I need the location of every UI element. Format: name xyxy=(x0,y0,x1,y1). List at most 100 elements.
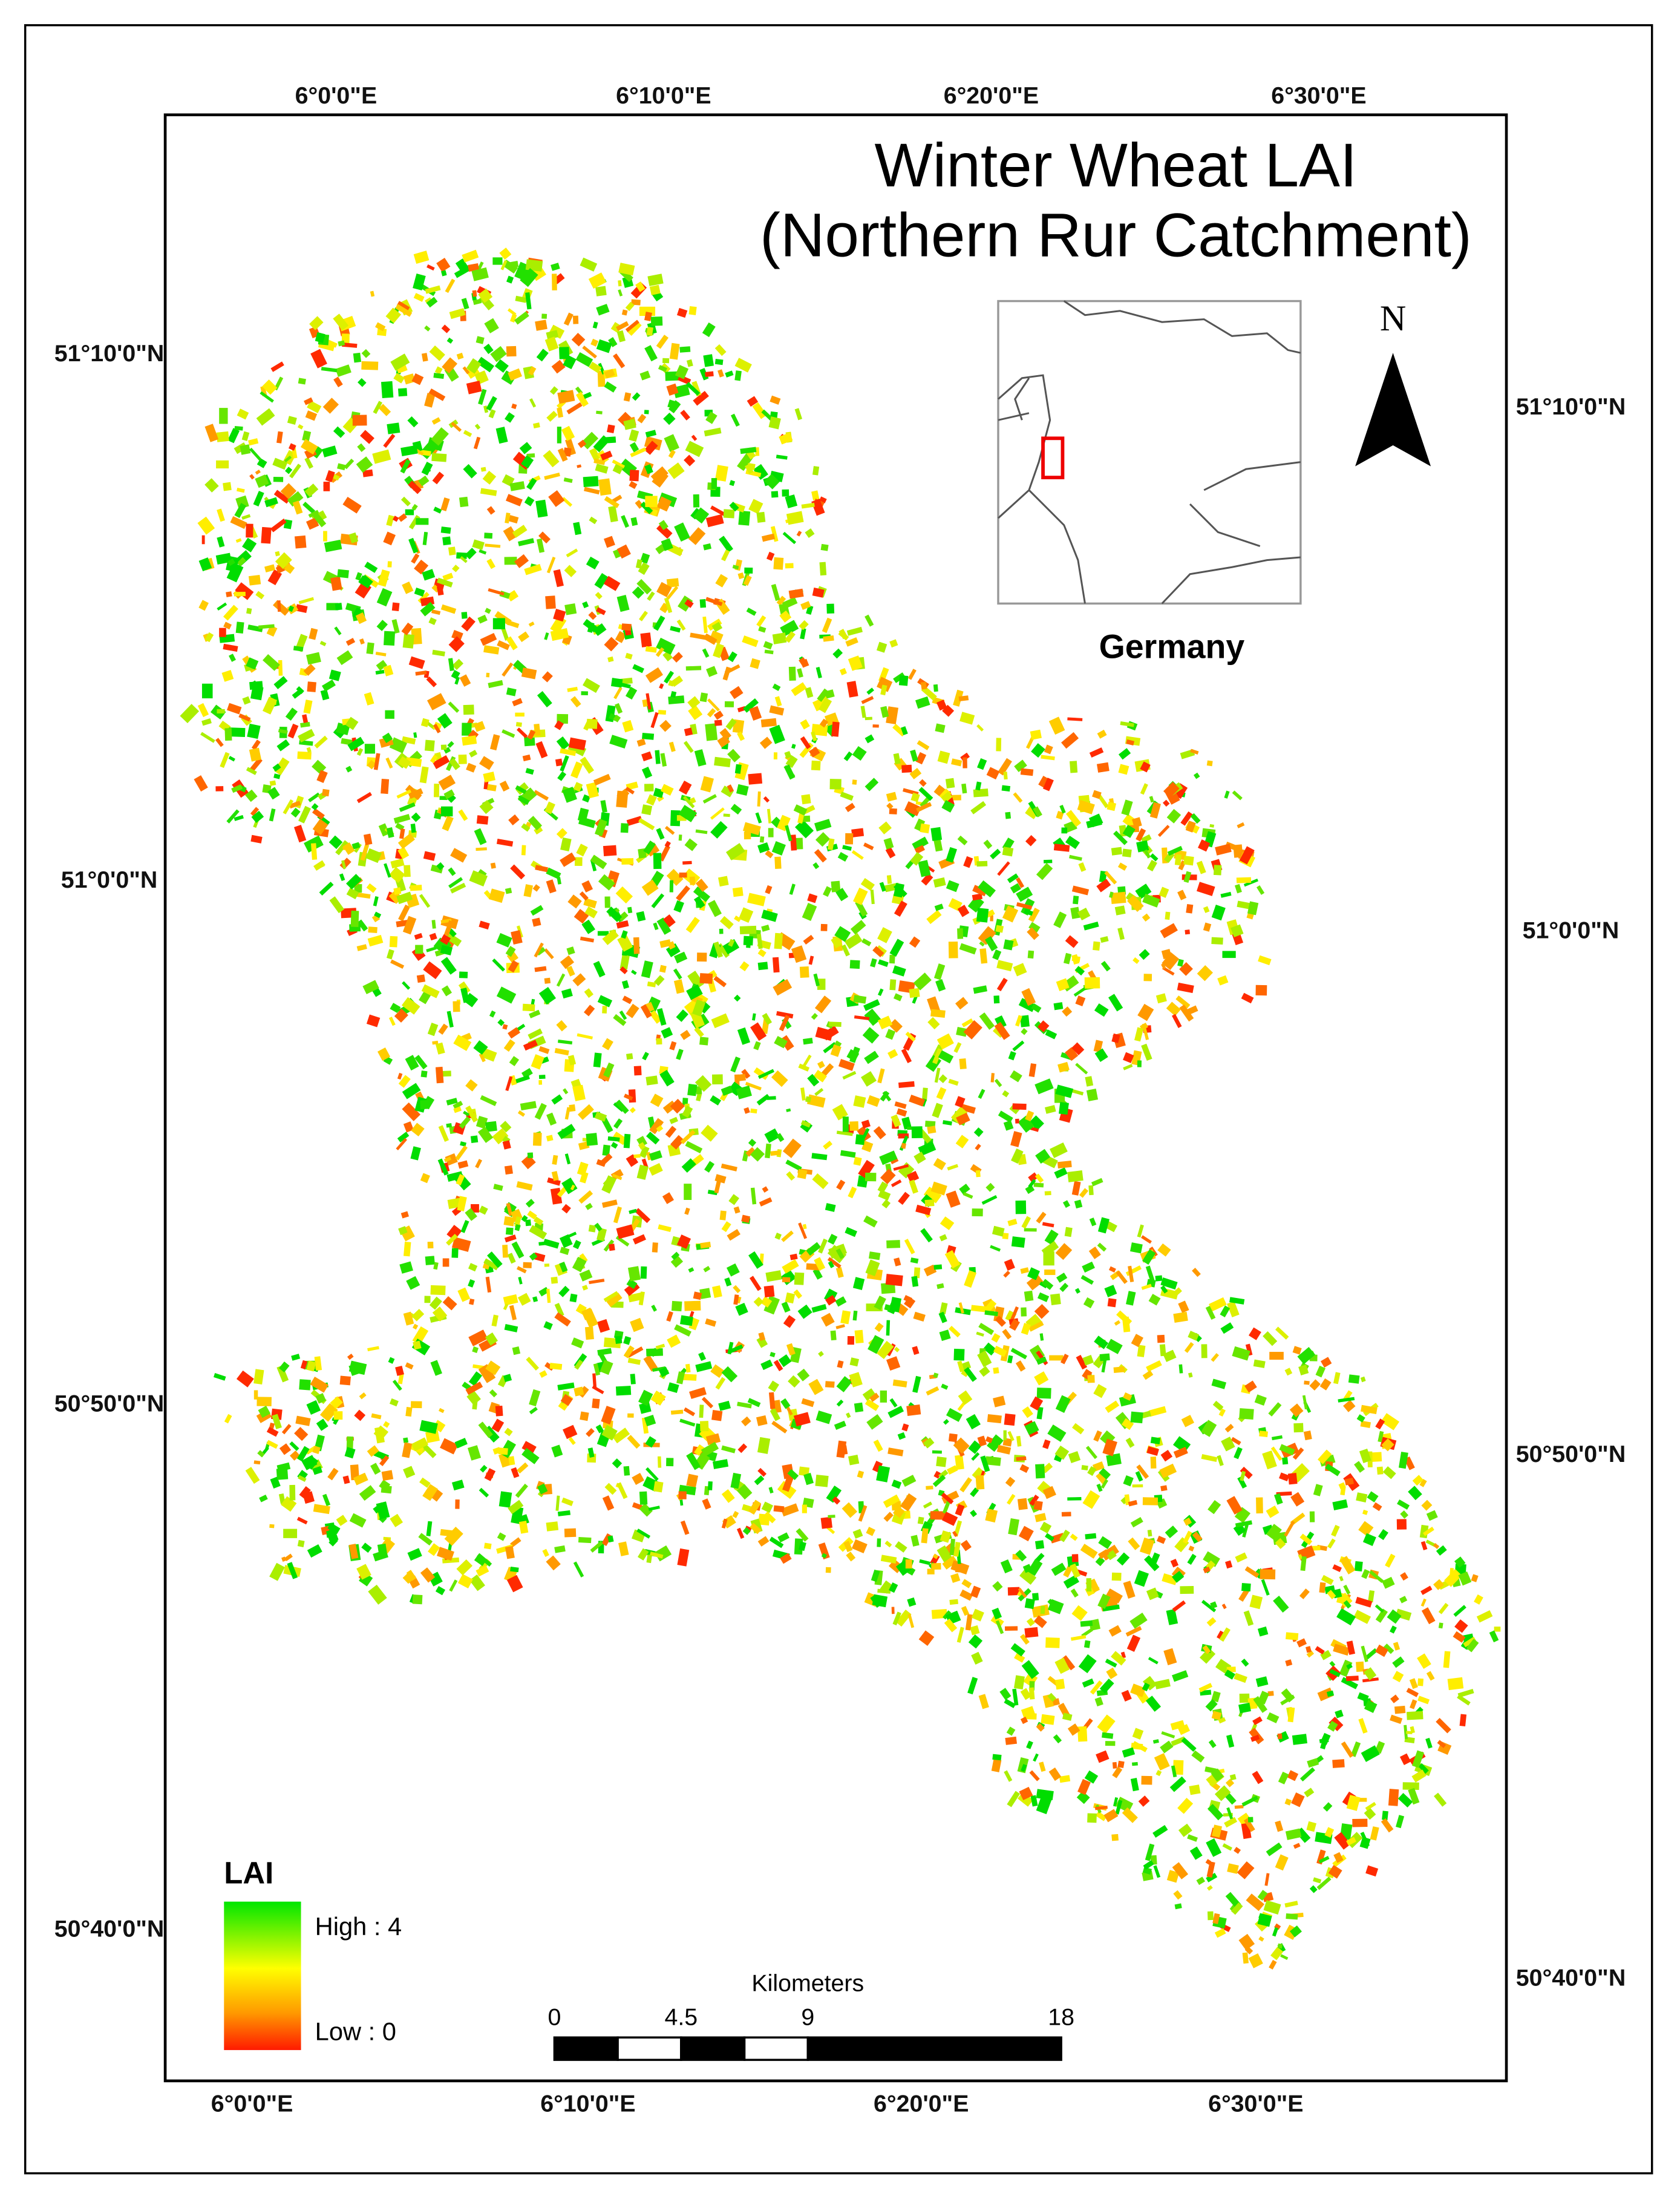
field-patch xyxy=(1013,792,1023,803)
field-patch xyxy=(411,1401,422,1409)
field-patch xyxy=(465,1079,478,1092)
field-patch xyxy=(1229,1774,1237,1781)
field-patch xyxy=(1279,1444,1295,1456)
field-patch xyxy=(428,617,437,625)
field-patch xyxy=(1241,1658,1249,1667)
field-patch xyxy=(507,620,520,628)
field-patch xyxy=(1079,1188,1088,1198)
field-patch xyxy=(548,490,565,507)
field-patch xyxy=(659,965,667,973)
field-patch xyxy=(695,1075,712,1092)
field-patch xyxy=(569,1293,578,1303)
field-patch xyxy=(880,1168,896,1185)
field-patch xyxy=(342,497,362,514)
field-patch xyxy=(292,500,303,515)
field-patch xyxy=(1097,1242,1107,1252)
field-patch xyxy=(936,1087,947,1100)
field-patch xyxy=(427,1022,439,1037)
field-patch xyxy=(782,531,797,545)
field-patch xyxy=(753,1067,769,1080)
field-patch xyxy=(1266,1842,1283,1856)
field-patch xyxy=(933,1470,941,1479)
field-patch xyxy=(785,494,798,508)
field-patch xyxy=(807,1073,820,1087)
field-patch xyxy=(1026,1274,1044,1291)
field-patch xyxy=(336,650,353,666)
field-patch xyxy=(992,1754,1002,1761)
field-patch xyxy=(1278,1771,1289,1784)
field-patch xyxy=(676,1049,684,1060)
field-patch xyxy=(1039,1333,1044,1341)
field-patch xyxy=(687,696,701,709)
field-patch xyxy=(1325,1463,1341,1476)
field-patch xyxy=(1208,1739,1217,1748)
field-patch xyxy=(505,1076,513,1092)
field-patch xyxy=(763,1285,775,1298)
field-patch xyxy=(627,1346,644,1358)
field-patch xyxy=(712,1285,722,1299)
field-patch xyxy=(604,637,619,652)
field-patch xyxy=(567,894,582,909)
field-patch xyxy=(1048,716,1065,735)
field-patch xyxy=(447,741,454,748)
field-patch xyxy=(1004,1259,1015,1271)
field-patch xyxy=(603,575,621,591)
field-patch xyxy=(570,1184,575,1191)
field-patch xyxy=(872,724,879,728)
field-patch xyxy=(693,896,705,909)
field-patch xyxy=(936,1033,954,1050)
field-patch xyxy=(901,1423,909,1432)
field-patch xyxy=(1123,1392,1133,1401)
field-patch xyxy=(636,578,652,595)
field-patch xyxy=(283,799,294,814)
field-patch xyxy=(426,676,437,687)
field-patch xyxy=(1220,1322,1234,1334)
field-patch xyxy=(1017,1498,1028,1510)
field-patch xyxy=(930,1511,947,1520)
field-patch xyxy=(1359,1448,1371,1463)
field-patch xyxy=(279,1443,292,1455)
field-patch xyxy=(604,1483,617,1495)
field-patch xyxy=(439,1407,445,1414)
field-patch xyxy=(255,474,269,488)
field-patch xyxy=(534,790,549,801)
field-patch xyxy=(1207,1911,1214,1921)
field-patch xyxy=(248,438,259,446)
field-patch xyxy=(521,1068,533,1079)
field-patch xyxy=(597,370,606,387)
field-patch xyxy=(456,1559,473,1576)
field-patch xyxy=(866,687,874,695)
field-patch xyxy=(472,290,477,297)
field-patch xyxy=(1156,1535,1166,1544)
field-patch xyxy=(503,1216,515,1227)
field-patch xyxy=(684,1207,690,1215)
field-patch xyxy=(645,1436,656,1448)
field-patch xyxy=(1027,927,1039,940)
field-patch xyxy=(771,1420,788,1434)
field-patch xyxy=(1140,761,1151,773)
field-patch xyxy=(1007,1355,1013,1364)
field-patch xyxy=(253,1460,261,1465)
field-patch xyxy=(1059,1529,1070,1542)
field-patch xyxy=(1293,1423,1304,1433)
field-patch xyxy=(1114,1320,1121,1326)
field-patch xyxy=(262,379,278,395)
field-patch xyxy=(1053,911,1067,928)
field-patch xyxy=(580,1411,589,1421)
field-patch xyxy=(474,1555,486,1566)
field-patch xyxy=(1021,1307,1027,1317)
field-patch xyxy=(622,719,634,733)
field-patch xyxy=(913,972,932,991)
field-patch xyxy=(549,386,558,395)
field-patch xyxy=(1033,806,1042,818)
field-patch xyxy=(1180,1586,1194,1594)
field-patch xyxy=(200,732,215,743)
field-patch xyxy=(1085,1446,1098,1460)
field-patch xyxy=(699,1404,704,1418)
field-patch xyxy=(527,729,536,740)
field-patch xyxy=(689,876,696,885)
field-patch xyxy=(1165,911,1171,920)
field-patch xyxy=(773,752,778,759)
field-patch xyxy=(396,1138,407,1151)
field-patch xyxy=(549,1363,563,1370)
